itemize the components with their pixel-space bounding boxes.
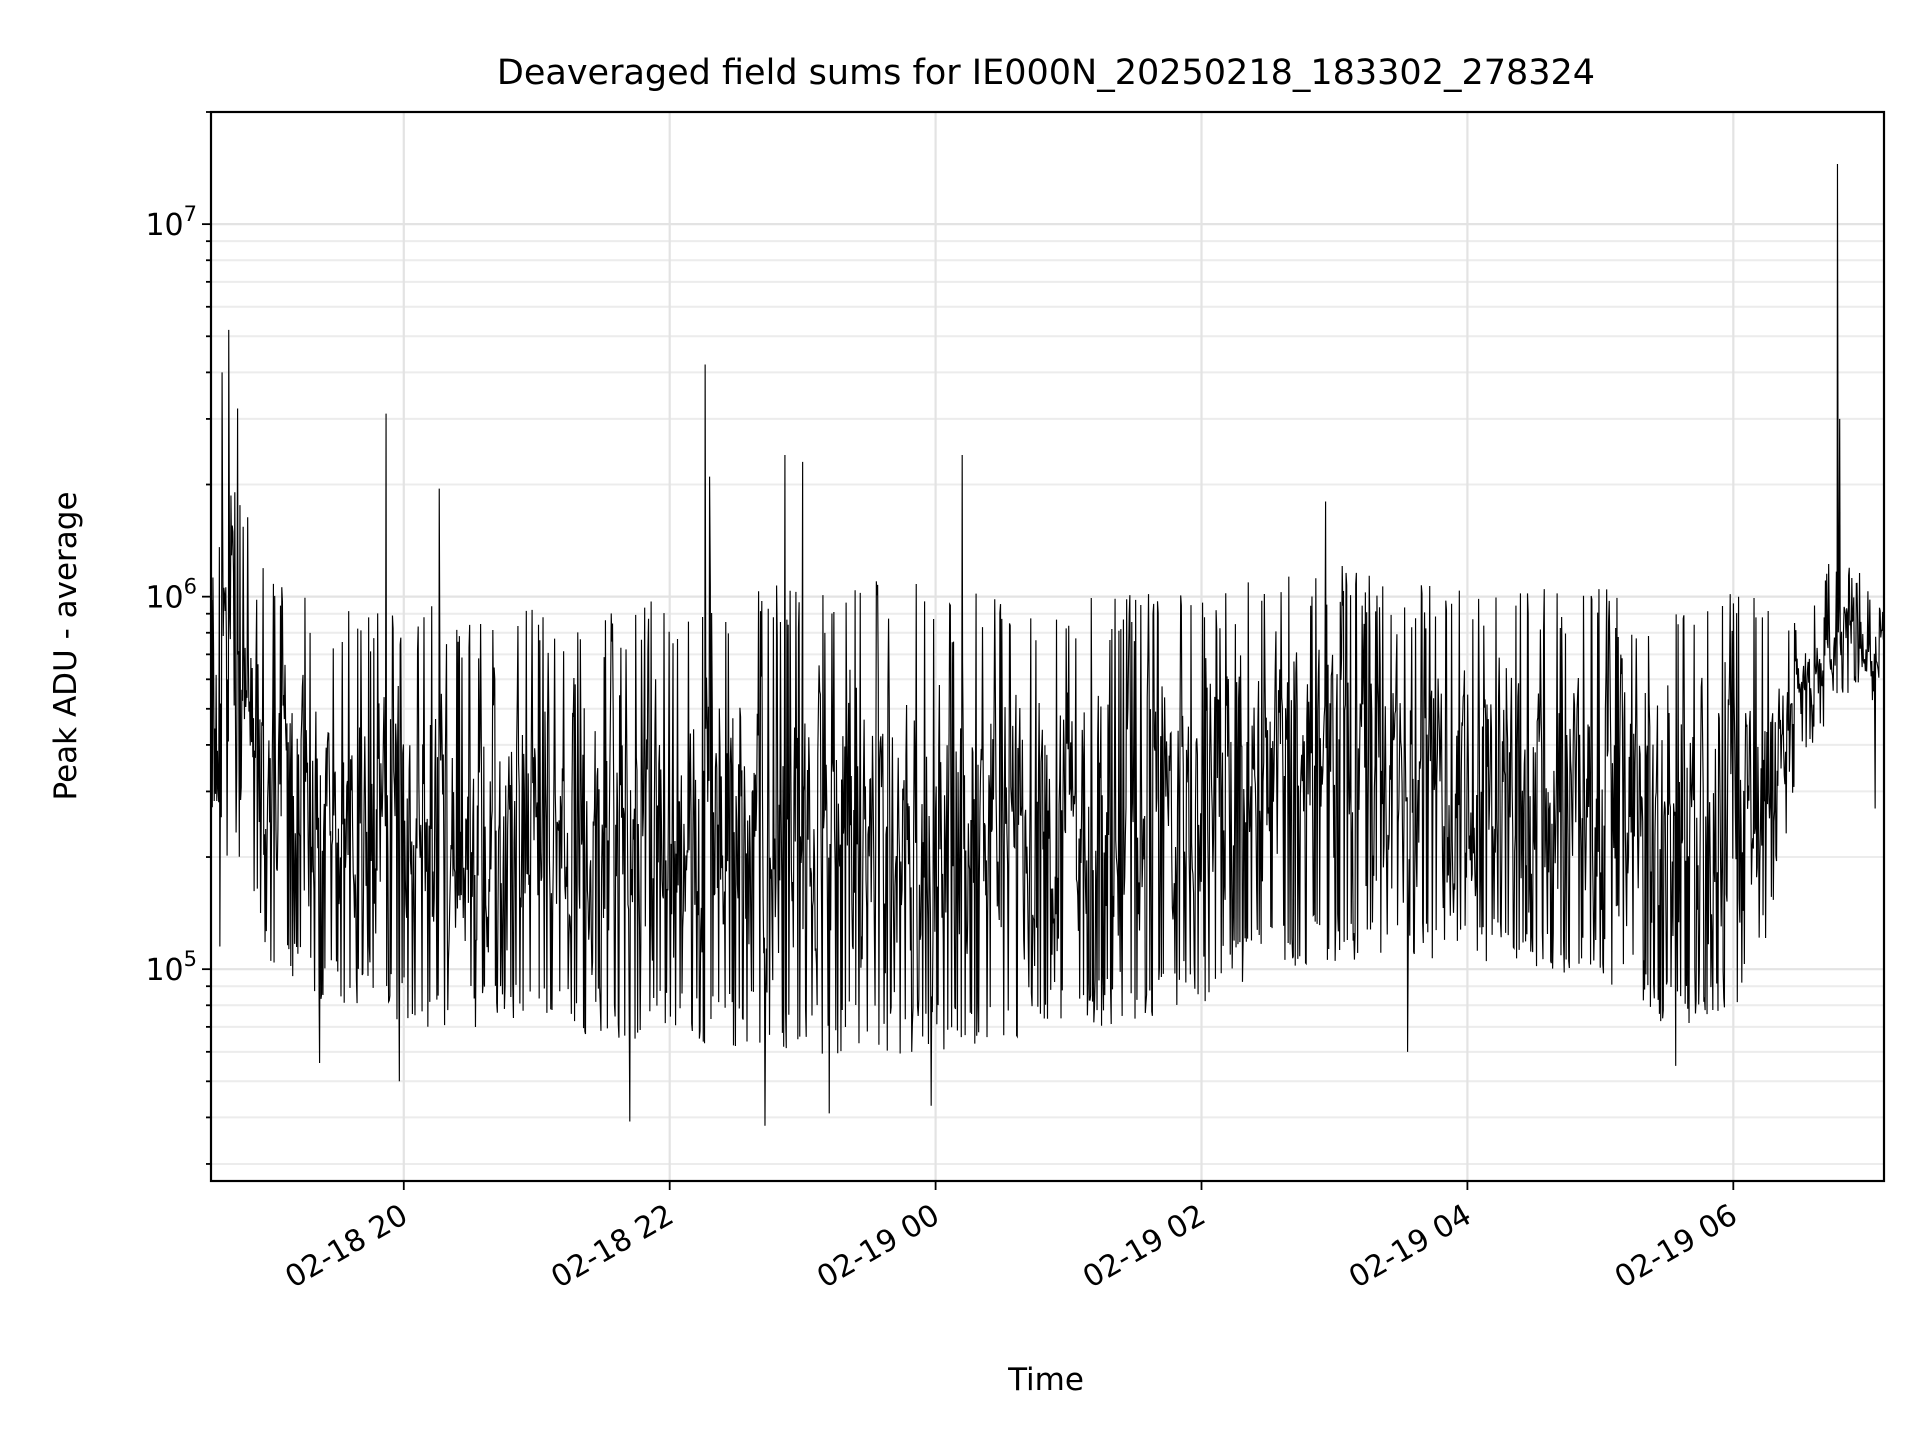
y-tick-label: 106	[145, 575, 197, 616]
x-axis-label: Time	[1007, 1362, 1084, 1398]
y-axis-label: Peak ADU - average	[48, 491, 84, 800]
x-tick-label: 02-19 02	[1077, 1198, 1211, 1296]
chart-title: Deaveraged field sums for IE000N_2025021…	[497, 53, 1595, 93]
series-layer	[210, 164, 1885, 1126]
x-tick-label: 02-19 06	[1609, 1198, 1743, 1296]
x-tick-label: 02-18 22	[545, 1198, 679, 1296]
x-tick-label: 02-18 20	[279, 1198, 413, 1296]
x-tick-label: 02-19 04	[1343, 1198, 1477, 1296]
plot-frame	[209, 110, 1886, 1183]
series-line	[210, 164, 1885, 1126]
grid	[211, 111, 1884, 1181]
y-tick-label: 107	[145, 202, 197, 243]
y-tick-label: 105	[145, 947, 197, 988]
y-axis: 105 106 107	[145, 111, 211, 1165]
x-tick-label: 02-19 00	[811, 1198, 945, 1296]
x-axis: 02-18 20 02-18 22 02-19 00 02-19 02 02-19 04…	[279, 1181, 1743, 1295]
